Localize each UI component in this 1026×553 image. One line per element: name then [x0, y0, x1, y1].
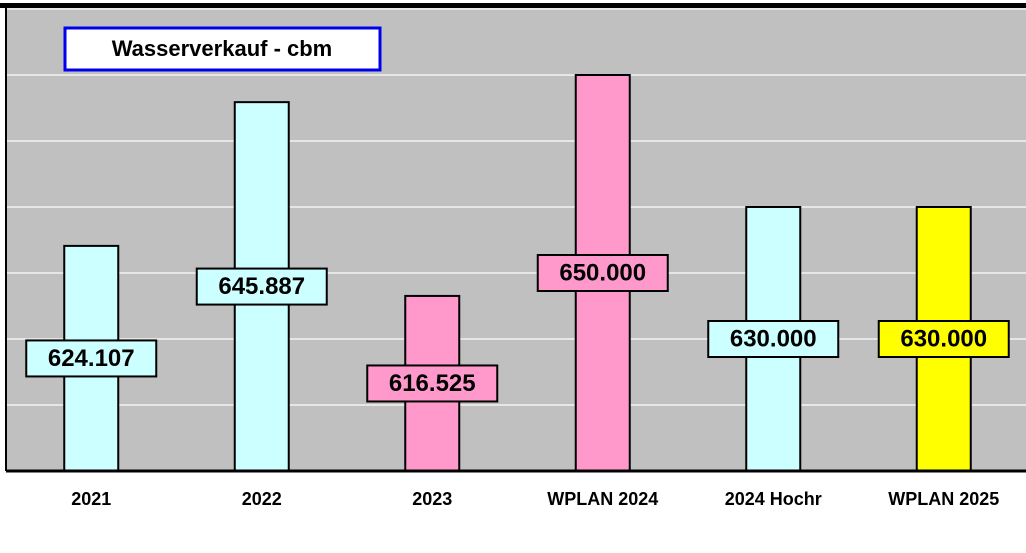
x-tick-label: 2021 [71, 489, 111, 509]
value-label-box [707, 320, 840, 358]
plot-area [6, 8, 1026, 471]
value-label: 650.000 [559, 259, 646, 286]
chart-title: Wasserverkauf - cbm [112, 36, 333, 61]
x-tick-label: WPLAN 2024 [547, 489, 658, 509]
value-label: 616.525 [389, 370, 476, 397]
value-label: 645.887 [218, 273, 305, 300]
value-label-box [877, 320, 1010, 358]
value-label-box [195, 267, 328, 306]
value-label: 630.000 [730, 325, 817, 352]
value-label-box [536, 254, 669, 292]
value-label-box [25, 339, 158, 378]
value-label: 624.107 [48, 345, 135, 372]
x-tick-label: 2023 [412, 489, 452, 509]
x-tick-label: 2024 Hochr [725, 489, 822, 509]
title-box [63, 26, 382, 72]
value-label: 630.000 [900, 325, 987, 352]
top-border [0, 3, 1026, 8]
x-tick-label: 2022 [242, 489, 282, 509]
x-tick-label: WPLAN 2025 [888, 489, 999, 509]
value-label-box [366, 364, 499, 403]
